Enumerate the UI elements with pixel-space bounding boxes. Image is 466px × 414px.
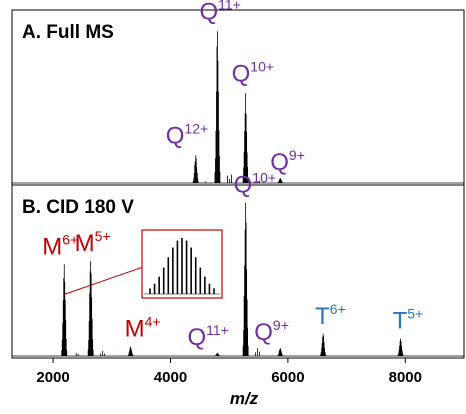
x-tick-label: 4000 <box>154 369 187 386</box>
spectrum-peak <box>214 31 232 183</box>
peak-label: Q10+ <box>234 170 276 199</box>
peak-label: T5+ <box>393 306 424 335</box>
peak-label: M5+ <box>75 228 111 257</box>
panel-title: A. Full MS <box>22 22 114 43</box>
peak-label: Q10+ <box>232 58 274 87</box>
spectrum-peak <box>87 261 106 356</box>
zoom-inset <box>64 229 223 299</box>
panel-frame <box>11 184 465 359</box>
peak-label: Q9+ <box>254 317 289 346</box>
spectrum-peak <box>192 155 207 183</box>
spectrum-peak <box>397 338 404 356</box>
panel-a: A. Full MS Q12+ Q11+ Q10+ Q9+ <box>11 0 465 186</box>
spectrum-peak <box>61 264 79 356</box>
x-axis: 2000 4000 6000 8000 m/z <box>36 358 422 408</box>
x-tick-label: 2000 <box>36 369 69 386</box>
spectrum-peak <box>242 202 261 356</box>
peak-label: Q11+ <box>199 0 240 25</box>
inset-leader-line <box>64 266 143 295</box>
peak-label: M6+ <box>42 231 78 260</box>
panel-title: B. CID 180 V <box>22 197 134 218</box>
spectrum-peak <box>127 346 134 356</box>
peak-label: Q9+ <box>270 147 305 176</box>
spectrum-peak <box>277 348 284 356</box>
x-tick-label: 6000 <box>271 369 304 386</box>
peak-label: T6+ <box>315 301 346 330</box>
spectrum-peak <box>320 333 327 356</box>
spectrum-peak <box>242 93 261 183</box>
x-tick-label: 8000 <box>389 369 422 386</box>
spectrum-peak <box>214 352 221 356</box>
peak-label: Q12+ <box>166 120 208 149</box>
spectrum-peak <box>277 178 284 183</box>
panel-b: B. CID 180 V M6+M5+ M4+ Q11+ Q10+ Q9+ T6+ T5+ <box>11 170 465 359</box>
peak-label: Q11+ <box>187 322 228 351</box>
x-axis-label: m/z <box>230 389 259 408</box>
peak-label: M4+ <box>125 314 161 343</box>
